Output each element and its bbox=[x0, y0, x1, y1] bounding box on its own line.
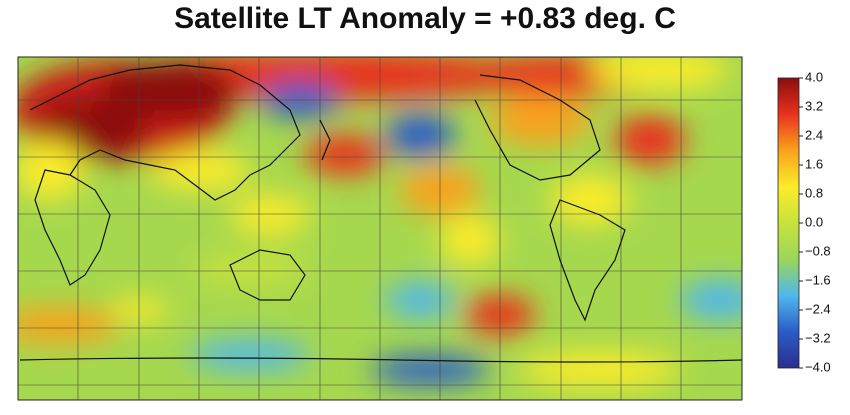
colorbar-tick-label: 4.0 bbox=[805, 69, 823, 84]
colorbar-tick-label: 0.8 bbox=[805, 185, 823, 200]
colorbar-tick-label: 0.0 bbox=[805, 214, 823, 229]
graticule bbox=[18, 57, 742, 400]
colorbar-tick-label: 1.6 bbox=[805, 156, 823, 171]
anomaly-map bbox=[18, 57, 742, 400]
colorbar-ramp bbox=[777, 77, 800, 369]
colorbar-tick-label: −4.0 bbox=[805, 359, 831, 374]
colorbar-tick-label: −1.6 bbox=[805, 272, 831, 287]
colorbar-tick-label: 3.2 bbox=[805, 98, 823, 113]
colorbar-tick-label: −0.8 bbox=[805, 243, 831, 258]
colorbar-tick-label: −3.2 bbox=[805, 330, 831, 345]
map-frame bbox=[17, 56, 743, 401]
colorbar-tick-label: −2.4 bbox=[805, 301, 831, 316]
colorbar: 4.0 3.2 2.4 1.6 0.8 0.0 −0.8 −1.6 −2.4 −3.2 −4.0 bbox=[777, 69, 831, 374]
coastlines bbox=[19, 64, 742, 363]
colorbar-tick-label: 2.4 bbox=[805, 127, 823, 142]
title: Satellite LT Anomaly = +0.83 deg. C bbox=[174, 2, 676, 35]
